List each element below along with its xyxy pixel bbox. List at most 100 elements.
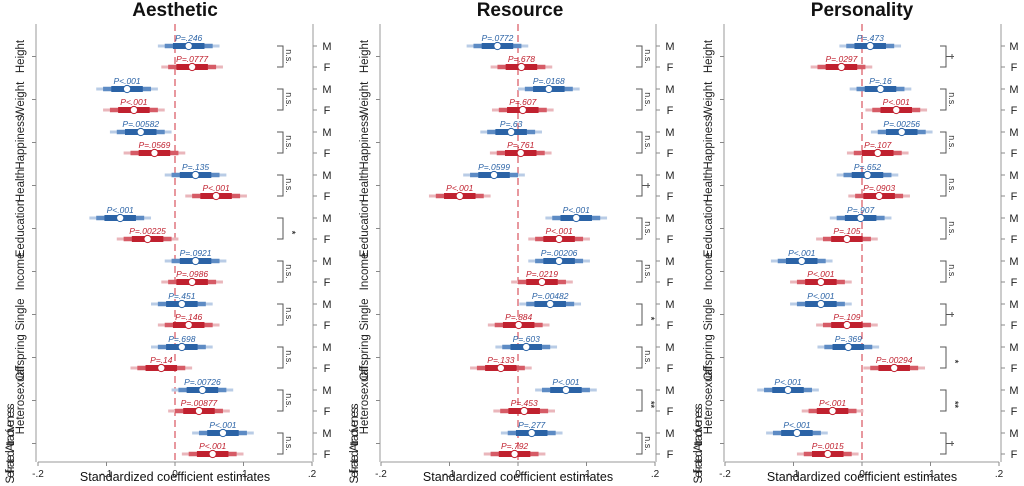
sex-label-male: M: [665, 41, 674, 53]
x-tick-label: .1: [926, 469, 935, 480]
significance-label: n.s.: [284, 264, 294, 279]
p-value-label: P=.0777: [176, 54, 208, 64]
point-estimate-m: [177, 299, 186, 309]
category-label: Height: [703, 39, 715, 73]
point-estimate-m: [792, 428, 802, 438]
point-estimate-m: [876, 84, 885, 94]
significance-bracket: [636, 432, 643, 455]
p-value-label: P=.135: [182, 162, 209, 172]
x-tick-label: -.1: [101, 469, 113, 480]
p-value-label: P=.453: [511, 398, 538, 408]
category-label: Self-rated Attractiveness: [349, 403, 361, 483]
sex-label-female: F: [667, 105, 674, 117]
significance-bracket: [277, 389, 284, 412]
significance-label: *: [287, 231, 297, 235]
significance-bracket: [940, 303, 947, 326]
sex-label-male: M: [1009, 385, 1018, 397]
p-value-label: P=.146: [175, 312, 202, 322]
x-axis-label: Standardized coefficient estimates: [80, 470, 270, 484]
significance-label: n.s.: [947, 178, 957, 193]
point-estimate-f: [143, 234, 152, 244]
significance-label: n.s.: [643, 92, 653, 107]
significance-label: n.s.: [284, 307, 294, 322]
sex-label-male: M: [665, 213, 674, 225]
point-estimate-f: [208, 449, 217, 459]
point-estimate-m: [527, 428, 536, 438]
category-label: Weight: [703, 81, 715, 117]
point-estimate-f: [455, 191, 464, 201]
point-estimate-m: [122, 84, 132, 94]
sex-label-female: F: [324, 277, 331, 289]
point-estimate-m: [783, 385, 793, 395]
point-estimate-m: [522, 342, 531, 352]
x-tick-label: .1: [239, 469, 248, 480]
significance-bracket: [636, 260, 643, 283]
sex-label-female: F: [667, 62, 674, 74]
point-estimate-m: [136, 127, 145, 137]
p-value-label: P<.001: [546, 226, 573, 236]
sex-label-female: F: [324, 320, 331, 332]
p-value-label: P=.0599: [478, 162, 510, 172]
sex-label-male: M: [1009, 213, 1018, 225]
x-tick-label: -.1: [444, 469, 456, 480]
sex-label-female: F: [324, 148, 331, 160]
x-tick-label: .2: [995, 469, 1004, 480]
sex-label-male: M: [1009, 256, 1018, 268]
significance-label: n.s.: [284, 393, 294, 408]
point-estimate-f: [873, 148, 882, 158]
significance-bracket: [636, 131, 643, 154]
category-label: Eeducation: [703, 200, 715, 258]
panel-aesthetic: Aesthetic -.2 -.1 0 .1 .2 Standardized coeffic…: [5, 0, 332, 484]
sex-label-male: M: [1009, 127, 1018, 139]
significance-bracket: [636, 217, 643, 240]
sex-label-female: F: [324, 191, 331, 203]
category-label: Happiness: [359, 115, 371, 170]
point-estimate-f: [537, 277, 547, 287]
sex-label-male: M: [665, 127, 674, 139]
significance-bracket: [277, 432, 284, 455]
significance-label: n.s.: [643, 264, 653, 279]
point-estimate-m: [797, 256, 806, 266]
p-value-label: P<.001: [883, 97, 910, 107]
p-value-label: P=.00225: [129, 226, 166, 236]
p-value-label: P<.001: [788, 248, 815, 258]
sex-label-female: F: [667, 320, 674, 332]
category-label: Happiness: [703, 115, 715, 170]
category-label: Heterosexual: [359, 367, 371, 435]
p-value-label: P=.652: [854, 162, 881, 172]
x-axis-label: Standardized coefficient estimates: [423, 470, 613, 484]
sex-label-female: F: [1011, 191, 1018, 203]
sex-label-male: M: [1009, 84, 1018, 96]
category-label: Income: [15, 253, 27, 291]
category-label: Weight: [359, 81, 371, 117]
sex-label-female: F: [1011, 234, 1018, 246]
category-label: Offspring: [359, 334, 371, 380]
p-value-label: P<.001: [203, 183, 230, 193]
x-tick-label: 0: [172, 469, 178, 480]
sex-label-female: F: [667, 234, 674, 246]
p-value-label: P=.451: [168, 291, 195, 301]
significance-label: n.s.: [947, 264, 957, 279]
p-value-label: P<.001: [209, 420, 236, 430]
p-value-label: P=.0297: [825, 54, 857, 64]
significance-label: n.s.: [947, 92, 957, 107]
sex-label-female: F: [1011, 320, 1018, 332]
p-value-label: P=.16: [869, 76, 892, 86]
sex-label-female: F: [1011, 449, 1018, 461]
significance-bracket: [636, 88, 643, 111]
sex-label-female: F: [324, 234, 331, 246]
p-value-label: P=.246: [175, 33, 202, 43]
significance-label: n.s.: [643, 135, 653, 150]
point-estimate-f: [188, 277, 197, 287]
point-estimate-f: [816, 277, 826, 287]
sex-label-female: F: [667, 148, 674, 160]
x-tick-label: .1: [582, 469, 591, 480]
significance-label: n.s.: [284, 49, 294, 64]
panel-title: Resource: [477, 0, 564, 21]
significance-bracket: [636, 389, 643, 412]
significance-label: n.s.: [947, 135, 957, 150]
point-estimate-f: [157, 363, 166, 373]
significance-label: **: [950, 401, 960, 409]
p-value-label: P<.001: [113, 76, 140, 86]
sex-label-female: F: [324, 62, 331, 74]
